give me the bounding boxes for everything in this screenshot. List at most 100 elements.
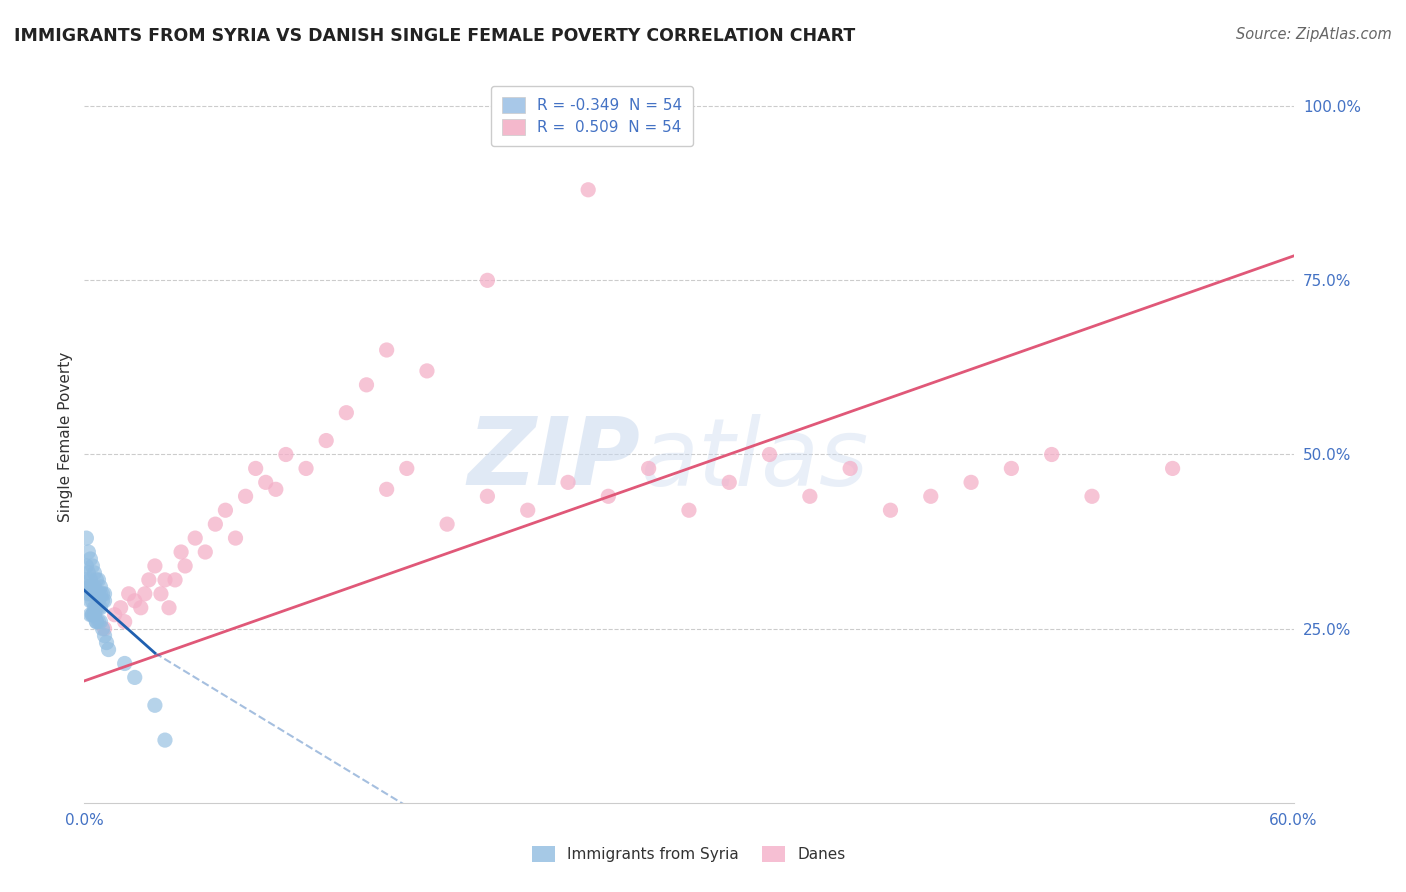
Point xyxy=(114,615,136,629)
Point xyxy=(153,733,176,747)
Point xyxy=(678,503,700,517)
Point xyxy=(75,531,97,545)
Point xyxy=(295,461,318,475)
Point xyxy=(214,503,236,517)
Point xyxy=(245,461,267,475)
Point xyxy=(83,566,105,580)
Point xyxy=(79,607,101,622)
Point xyxy=(89,587,111,601)
Point xyxy=(83,600,105,615)
Point xyxy=(124,670,146,684)
Point xyxy=(153,573,176,587)
Point xyxy=(91,594,114,608)
Point xyxy=(83,607,105,622)
Point xyxy=(1040,448,1063,462)
Point xyxy=(82,594,104,608)
Point xyxy=(204,517,226,532)
Point xyxy=(1081,489,1104,503)
Point xyxy=(264,483,287,497)
Point xyxy=(960,475,983,490)
Point xyxy=(79,594,101,608)
Point xyxy=(184,531,207,545)
Point xyxy=(104,607,127,622)
Point xyxy=(83,587,105,601)
Point xyxy=(557,475,579,490)
Point xyxy=(87,587,110,601)
Point xyxy=(87,600,110,615)
Point xyxy=(87,594,110,608)
Text: Source: ZipAtlas.com: Source: ZipAtlas.com xyxy=(1236,27,1392,42)
Point xyxy=(87,615,110,629)
Point xyxy=(89,615,111,629)
Point xyxy=(225,531,247,545)
Point xyxy=(477,273,499,287)
Point xyxy=(86,587,108,601)
Point xyxy=(356,377,378,392)
Point xyxy=(516,503,538,517)
Point xyxy=(254,475,277,490)
Point xyxy=(93,622,115,636)
Point xyxy=(598,489,620,503)
Point xyxy=(118,587,141,601)
Point xyxy=(395,461,418,475)
Point xyxy=(87,573,110,587)
Point xyxy=(86,615,108,629)
Point xyxy=(93,587,115,601)
Point xyxy=(79,587,101,601)
Point xyxy=(82,580,104,594)
Point xyxy=(375,483,398,497)
Point xyxy=(96,635,118,649)
Point xyxy=(170,545,193,559)
Point xyxy=(1000,461,1022,475)
Point xyxy=(77,587,100,601)
Point xyxy=(82,587,104,601)
Point xyxy=(77,580,100,594)
Point xyxy=(91,587,114,601)
Point xyxy=(143,698,166,713)
Point xyxy=(79,573,101,587)
Point xyxy=(375,343,398,357)
Point xyxy=(920,489,942,503)
Y-axis label: Single Female Poverty: Single Female Poverty xyxy=(58,352,73,522)
Point xyxy=(839,461,862,475)
Point xyxy=(86,587,108,601)
Point xyxy=(194,545,217,559)
Point xyxy=(75,558,97,573)
Point xyxy=(82,587,104,601)
Point xyxy=(637,461,659,475)
Point xyxy=(134,587,156,601)
Point xyxy=(576,183,599,197)
Point xyxy=(82,607,104,622)
Point xyxy=(157,600,180,615)
Point xyxy=(77,545,100,559)
Point xyxy=(799,489,821,503)
Point xyxy=(436,517,458,532)
Point xyxy=(416,364,439,378)
Point xyxy=(86,600,108,615)
Point xyxy=(477,489,499,503)
Point xyxy=(82,607,104,622)
Point xyxy=(315,434,337,448)
Point xyxy=(335,406,357,420)
Point xyxy=(138,573,160,587)
Point xyxy=(83,580,105,594)
Text: ZIP: ZIP xyxy=(468,413,641,505)
Text: atlas: atlas xyxy=(641,414,869,505)
Point xyxy=(879,503,901,517)
Point xyxy=(129,600,152,615)
Point xyxy=(149,587,172,601)
Point xyxy=(89,600,111,615)
Point xyxy=(79,580,101,594)
Point xyxy=(274,448,297,462)
Point xyxy=(82,558,104,573)
Point xyxy=(91,622,114,636)
Point xyxy=(110,600,132,615)
Point xyxy=(77,566,100,580)
Point xyxy=(89,580,111,594)
Legend: Immigrants from Syria, Danes: Immigrants from Syria, Danes xyxy=(526,840,852,868)
Point xyxy=(93,629,115,643)
Point xyxy=(165,573,187,587)
Point xyxy=(114,657,136,671)
Point xyxy=(75,573,97,587)
Point xyxy=(93,594,115,608)
